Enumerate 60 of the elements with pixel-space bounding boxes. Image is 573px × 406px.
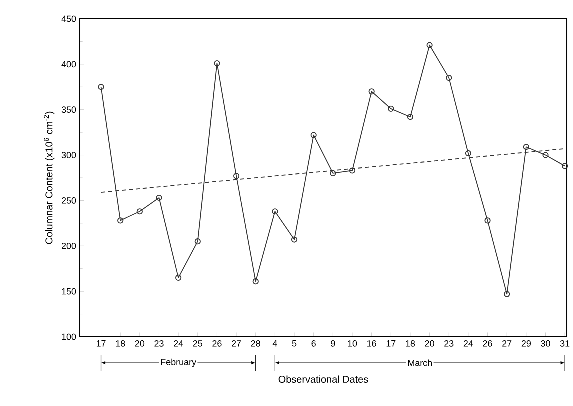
- x-tick-label: 27: [502, 340, 512, 347]
- x-tick-label: 17: [386, 340, 396, 347]
- x-tick-label: 24: [464, 340, 474, 347]
- y-tick-label: 100: [62, 334, 76, 340]
- y-tick-label: 150: [62, 288, 76, 295]
- text: February: [161, 358, 196, 368]
- x-tick-label: 30: [541, 340, 550, 347]
- x-tick-label: 18: [116, 340, 126, 347]
- point: [136, 208, 143, 215]
- point: [272, 208, 278, 215]
- point: [118, 218, 124, 224]
- point: [426, 42, 433, 48]
- point: [504, 291, 510, 298]
- text: March: [408, 360, 432, 366]
- y-tick-label: 200: [62, 242, 76, 250]
- point: [407, 114, 414, 120]
- point: [349, 168, 356, 174]
- y-tick-label: 400: [62, 61, 76, 68]
- point: [523, 144, 530, 150]
- x-tick-label: 4: [272, 340, 278, 347]
- y-axis-title: Columnar Content (x10$^{6}$ cm$^{-2}$): [44, 112, 55, 244]
- y-tick-label: 350: [62, 106, 76, 114]
- x-axis-title: Observational Dates: [278, 376, 368, 384]
- x-tick-label: 23: [154, 340, 164, 347]
- y-tick-label: 250: [62, 198, 76, 204]
- x-tick-label: 5: [292, 340, 297, 347]
- y-tick-label: 450: [62, 16, 76, 22]
- point: [465, 150, 472, 157]
- point: [176, 274, 182, 281]
- point: [310, 132, 317, 138]
- point: [291, 236, 298, 243]
- point: [484, 218, 491, 224]
- point: [330, 170, 336, 176]
- point: [446, 75, 452, 82]
- point: [252, 278, 259, 285]
- x-tick-label: 18: [406, 340, 416, 347]
- x-tick-label: 25: [193, 340, 202, 347]
- point: [542, 152, 549, 158]
- x-tick-label: 10: [348, 340, 358, 347]
- point: [214, 60, 220, 67]
- x-tick-label: 23: [444, 340, 454, 347]
- x-tick-label: 16: [368, 340, 376, 347]
- point: [234, 173, 240, 180]
- point: [156, 194, 162, 202]
- x-tick-label: 31: [560, 340, 570, 347]
- x-tick-label: 17: [96, 340, 106, 347]
- x-tick-label: 26: [483, 340, 492, 347]
- x-tick-label: 28: [251, 340, 260, 347]
- x-tick-label: 29: [522, 340, 531, 347]
- x-tick-label: 26: [212, 340, 222, 347]
- x-tick-label: 20: [425, 340, 434, 347]
- point: [194, 238, 201, 245]
- y-tick-label: 300: [62, 152, 76, 158]
- x-tick-label: 9: [331, 340, 336, 347]
- point: [368, 88, 375, 95]
- x-tick-label: 20: [135, 340, 145, 347]
- point: [388, 106, 394, 112]
- x-tick-label: 24: [174, 340, 184, 347]
- x-tick-label: 27: [232, 340, 242, 347]
- x-tick-label: 6: [312, 340, 316, 347]
